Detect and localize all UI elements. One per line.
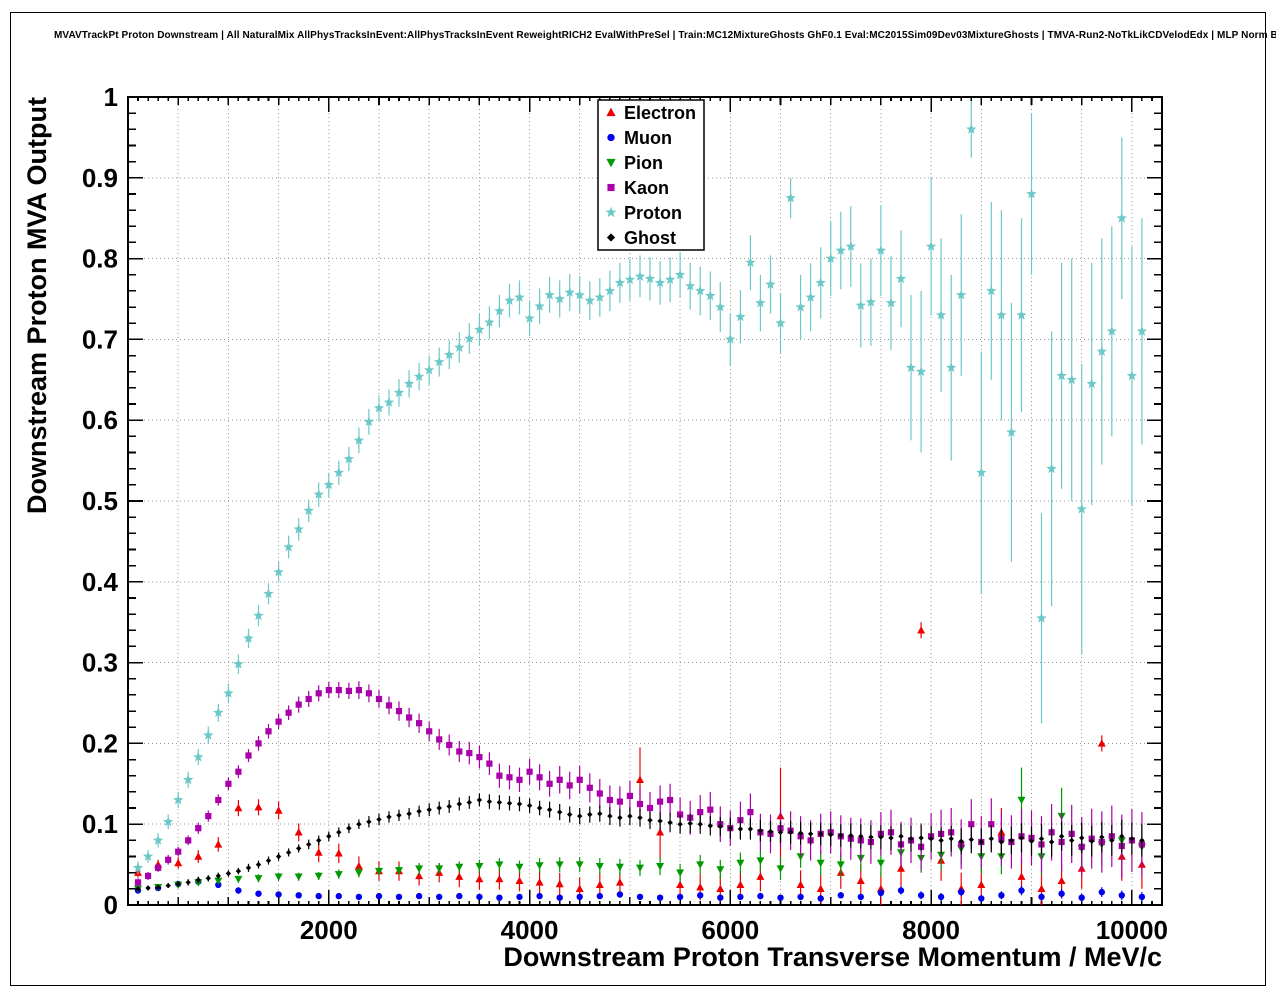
- y-tick-label: 0.2: [82, 728, 118, 758]
- chart-generated-content: 2000 4000 6000 8000 10000 0 0.1 0.2 0.3 0.4 0.5 0.6…: [82, 82, 1168, 945]
- legend-entry-proton: Proton: [605, 203, 682, 223]
- series-proton: [132, 101, 1148, 875]
- x-tick-label: 2000: [300, 915, 358, 945]
- legend-label: Ghost: [624, 228, 676, 248]
- plot-header-title: MVAVTrackPt Proton Downstream | All Natu…: [54, 30, 1276, 41]
- axis-ticks: [127, 96, 1163, 906]
- y-tick-label: 0.3: [82, 648, 118, 678]
- x-tick-label: 10000: [1096, 915, 1168, 945]
- legend: Electron Muon Pion Kaon Proton Ghost: [597, 99, 705, 251]
- legend-entry-pion: Pion: [606, 153, 663, 173]
- y-tick-label: 0.5: [82, 486, 118, 516]
- tick-labels: 2000 4000 6000 8000 10000 0 0.1 0.2 0.3 0.4 0.5 0.6…: [82, 82, 1168, 945]
- legend-box: [597, 99, 705, 251]
- y-axis-title: Downstream Proton MVA Output: [22, 97, 52, 514]
- x-axis-title: Downstream Proton Transverse Momentum / …: [503, 942, 1162, 972]
- legend-entry-ghost: Ghost: [606, 228, 676, 248]
- legend-label: Pion: [624, 153, 663, 173]
- legend-label: Muon: [624, 128, 672, 148]
- series-muon: [134, 878, 1146, 902]
- y-tick-label: 0.8: [82, 244, 118, 274]
- grid-lines: [128, 97, 1162, 905]
- x-tick-label: 4000: [501, 915, 559, 945]
- series-ghost: [135, 793, 1145, 892]
- y-tick-label: 0.1: [82, 809, 118, 839]
- y-tick-label: 0.4: [82, 567, 119, 597]
- legend-label: Electron: [624, 103, 696, 123]
- legend-label: Kaon: [624, 178, 669, 198]
- legend-entry-muon: Muon: [607, 128, 672, 148]
- y-tick-label: 0.9: [82, 163, 118, 193]
- legend-label: Proton: [624, 203, 682, 223]
- series-electron: [134, 622, 1146, 905]
- y-tick-label: 0.7: [82, 324, 118, 354]
- y-tick-label: 0: [104, 890, 118, 920]
- x-tick-label: 6000: [701, 915, 759, 945]
- legend-entry-kaon: Kaon: [607, 178, 669, 198]
- y-tick-label: 0.6: [82, 405, 118, 435]
- y-tick-label: 1: [104, 82, 118, 112]
- legend-entry-electron: Electron: [606, 103, 696, 123]
- x-tick-label: 8000: [902, 915, 960, 945]
